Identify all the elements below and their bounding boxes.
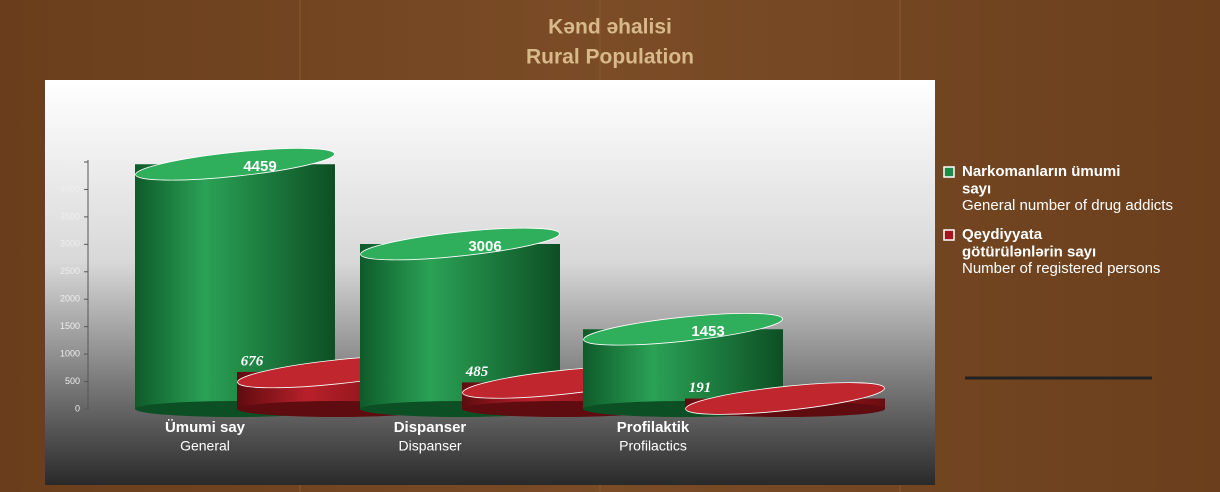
y-tick-label: 500 [65,376,80,386]
y-tick-label: 3500 [60,211,80,221]
y-tick-label: 3000 [60,239,80,249]
slide: Kənd əhalisi Rural Population 0 500 1000 15… [0,0,1220,492]
x-tick-label: Ümumi say [165,419,246,436]
value-label: 676 [241,353,264,369]
value-label: 191 [689,380,712,396]
legend-label-en: General number of drug addicts [962,197,1173,214]
y-tick-label: 2000 [60,294,80,304]
y-tick-label: 4500 [60,156,80,166]
legend-label-en: Number of registered persons [962,260,1160,277]
x-tick-label-en: Dispanser [398,438,461,454]
y-tick-label: 1000 [60,348,80,358]
y-tick-label: 0 [75,403,80,413]
value-label: 1453 [691,323,724,340]
x-tick-label: Dispanser [394,419,467,436]
legend-swatch [944,167,954,177]
x-tick-label-en: Profilactics [619,438,687,454]
value-label: 485 [465,364,489,380]
x-tick-label: Profilaktik [617,419,690,436]
chart-title: Kənd əhalisi [548,16,672,39]
y-tick-label: 2500 [60,266,80,276]
y-tick-label: 1500 [60,321,80,331]
value-label: 4459 [243,158,276,175]
value-label: 3006 [468,238,501,255]
y-tick-label: 4000 [60,184,80,194]
x-tick-label-en: General [180,438,230,454]
legend-swatch [944,230,954,240]
chart-subtitle: Rural Population [526,46,694,69]
